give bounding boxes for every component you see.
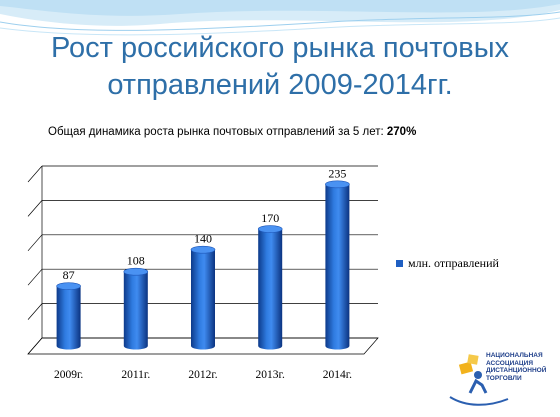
logo-line-2: АССОЦИАЦИЯ <box>486 359 534 367</box>
data-label: 140 <box>194 232 212 246</box>
chart-subtitle: Общая динамика роста рынка почтовых отпр… <box>48 126 416 138</box>
bar-top <box>325 180 350 189</box>
data-label: 87 <box>63 268 75 282</box>
bar <box>325 184 350 350</box>
gridline-depth <box>27 165 43 183</box>
subtitle-text: Общая динамика роста рынка почтовых отпр… <box>48 126 387 138</box>
bar-top <box>56 282 81 290</box>
title-line-2: отправлений 2009-2014гг. <box>107 69 453 101</box>
bar-top <box>257 225 283 233</box>
x-tick-label: 2012г. <box>188 369 217 381</box>
x-tick-label: 2009г. <box>54 369 83 381</box>
bar <box>258 229 283 350</box>
bar <box>56 286 81 350</box>
bar-chart: 87 2009г. 108 2011г. 140 2012г. 170 2013г. 235 20… <box>27 165 379 381</box>
bar <box>123 271 148 350</box>
x-tick-label: 2011г. <box>121 369 150 381</box>
chart-legend: млн. отправлений <box>396 256 499 271</box>
header-wave-decoration <box>0 0 560 36</box>
association-logo <box>449 354 509 406</box>
page-title: Рост российского рынка почтовых отправле… <box>0 30 560 104</box>
legend-label: млн. отправлений <box>408 256 499 270</box>
subtitle-highlight: 270% <box>386 126 417 138</box>
gridline-depth <box>27 303 43 320</box>
logo-line-4: ТОРГОВЛИ <box>486 374 522 382</box>
x-tick-label: 2014г. <box>323 369 352 381</box>
legend-swatch <box>396 260 403 267</box>
title-line-1: Рост российского рынка почтовых <box>50 32 510 64</box>
bar-top <box>190 245 216 254</box>
x-tick-label: 2013г. <box>256 369 285 381</box>
data-label: 235 <box>328 166 346 180</box>
gridline-depth <box>27 200 43 217</box>
bar <box>191 249 216 350</box>
logo-line-1: НАЦИОНАЛЬНАЯ <box>486 352 543 359</box>
logo-line-3: ДИСТАНЦИОННОЙ <box>486 367 547 374</box>
bar-top <box>123 267 149 276</box>
gridline-depth <box>27 268 43 286</box>
logo-text: НАЦИОНАЛЬНАЯ АССОЦИАЦИЯ ДИСТАНЦИОННОЙ ТО… <box>486 352 546 382</box>
data-label: 170 <box>261 211 279 225</box>
gridline-depth <box>27 234 43 252</box>
data-label: 108 <box>127 254 145 268</box>
